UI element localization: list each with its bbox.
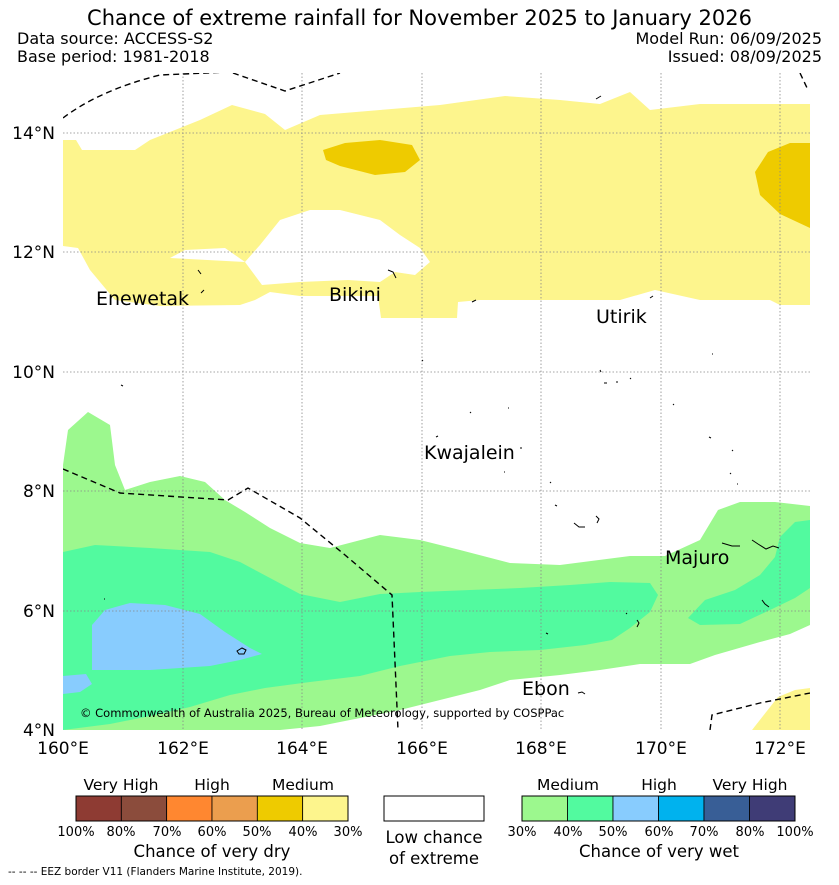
wet-tick-label: 80%	[736, 825, 765, 840]
dry-color-swatch	[302, 795, 349, 822]
dry-medium-region	[755, 143, 810, 228]
wet-color-swatch	[612, 795, 659, 822]
dry-tick-label: 50%	[243, 825, 272, 840]
dry-legend-title: Chance of very dry	[134, 842, 291, 861]
dry-color-swatch	[211, 795, 258, 822]
place-label-utirik: Utirik	[596, 306, 647, 328]
lon-label: 168°E	[515, 739, 567, 759]
neutral-swatch	[383, 795, 485, 822]
wet-legend: Medium High Very High 30% 40% 50% 60% 70…	[508, 776, 814, 861]
lat-label: 4°N	[23, 721, 55, 741]
dry-color-swatch	[120, 795, 168, 822]
place-label-ebon: Ebon	[522, 678, 570, 700]
wet-color-swatch	[658, 795, 705, 822]
lon-label: 170°E	[635, 739, 687, 759]
island-outlines	[104, 95, 780, 695]
wet-high-region	[688, 520, 810, 625]
lon-label: 164°E	[276, 739, 328, 759]
wet-tick-label: 30%	[508, 825, 537, 840]
dry-tick-label: 70%	[153, 825, 182, 840]
gridlines	[63, 73, 810, 730]
wet-color-swatch	[749, 795, 796, 822]
wet-tick-label: 70%	[690, 825, 719, 840]
wet-group-label: High	[641, 776, 677, 794]
dry-tick-label: 30%	[334, 825, 363, 840]
dry-color-swatch	[166, 795, 213, 822]
dry-tick-label: 80%	[107, 825, 136, 840]
eez-border-note: -- -- -- EEZ border V11 (Flanders Marine…	[8, 866, 303, 878]
data-source-label: Data source: ACCESS-S2	[17, 29, 214, 48]
place-label-majuro: Majuro	[665, 547, 729, 569]
copyright-note: © Commonwealth of Australia 2025, Bureau…	[80, 706, 564, 720]
dry-color-bar-frame	[75, 795, 349, 822]
lon-label: 166°E	[396, 739, 448, 759]
dry-color-bar	[75, 795, 349, 822]
wet-tick-label: 60%	[645, 825, 674, 840]
dry-tick-label: 60%	[198, 825, 227, 840]
dry-tick-label: 100%	[57, 825, 94, 840]
lat-label: 14°N	[12, 124, 55, 144]
wet-color-bar	[521, 795, 796, 822]
place-label-kwajalein: Kwajalein	[424, 442, 515, 464]
wet-tick-label: 100%	[776, 825, 813, 840]
wet-tick-label: 50%	[599, 825, 628, 840]
lat-label: 12°N	[12, 243, 55, 263]
wet-color-swatch	[521, 795, 568, 822]
place-label-enewetak: Enewetak	[96, 288, 189, 310]
issued-date-label: Issued: 08/09/2025	[667, 47, 822, 66]
wet-color-swatch	[703, 795, 750, 822]
dry-medium-region	[323, 140, 420, 175]
dry-tick-label: 40%	[289, 825, 318, 840]
lat-label: 6°N	[23, 602, 55, 622]
lon-label: 162°E	[157, 739, 209, 759]
dry-legend: Very High High Medium 100% 80% 70% 60% 5…	[57, 776, 362, 861]
lon-label: 172°E	[754, 739, 806, 759]
dry-group-label: Very High	[83, 776, 158, 794]
wet-legend-title: Chance of very wet	[579, 842, 740, 861]
dry-group-label: High	[194, 776, 230, 794]
neutral-label-line1: Low chance	[385, 828, 482, 847]
wet-higher-region	[63, 674, 92, 694]
wet-group-label: Medium	[537, 776, 599, 794]
wet-higher-region	[92, 603, 262, 670]
dry-low-region	[752, 688, 810, 730]
wet-group-label: Very High	[712, 776, 787, 794]
wet-color-bar-frame	[521, 795, 796, 822]
model-run-label: Model Run: 06/09/2025	[635, 29, 823, 48]
dry-group-label: Medium	[272, 776, 334, 794]
map-plot-area	[63, 73, 810, 730]
dry-color-swatch	[75, 795, 122, 822]
lat-label: 10°N	[12, 363, 55, 383]
neutral-legend: Low chance of extreme	[383, 795, 485, 868]
lon-label: 160°E	[37, 739, 89, 759]
neutral-label-line2: of extreme	[389, 849, 479, 868]
place-label-bikini: Bikini	[329, 284, 381, 306]
dry-color-swatch	[256, 795, 304, 822]
base-period-label: Base period: 1981-2018	[17, 47, 210, 66]
chart-title: Chance of extreme rainfall for November …	[87, 6, 752, 30]
wet-high-region	[63, 545, 658, 730]
eez-border	[63, 73, 810, 730]
wet-tick-label: 40%	[554, 825, 583, 840]
lat-label: 8°N	[23, 482, 55, 502]
dry-low-region	[63, 92, 810, 318]
wet-color-swatch	[567, 795, 614, 822]
